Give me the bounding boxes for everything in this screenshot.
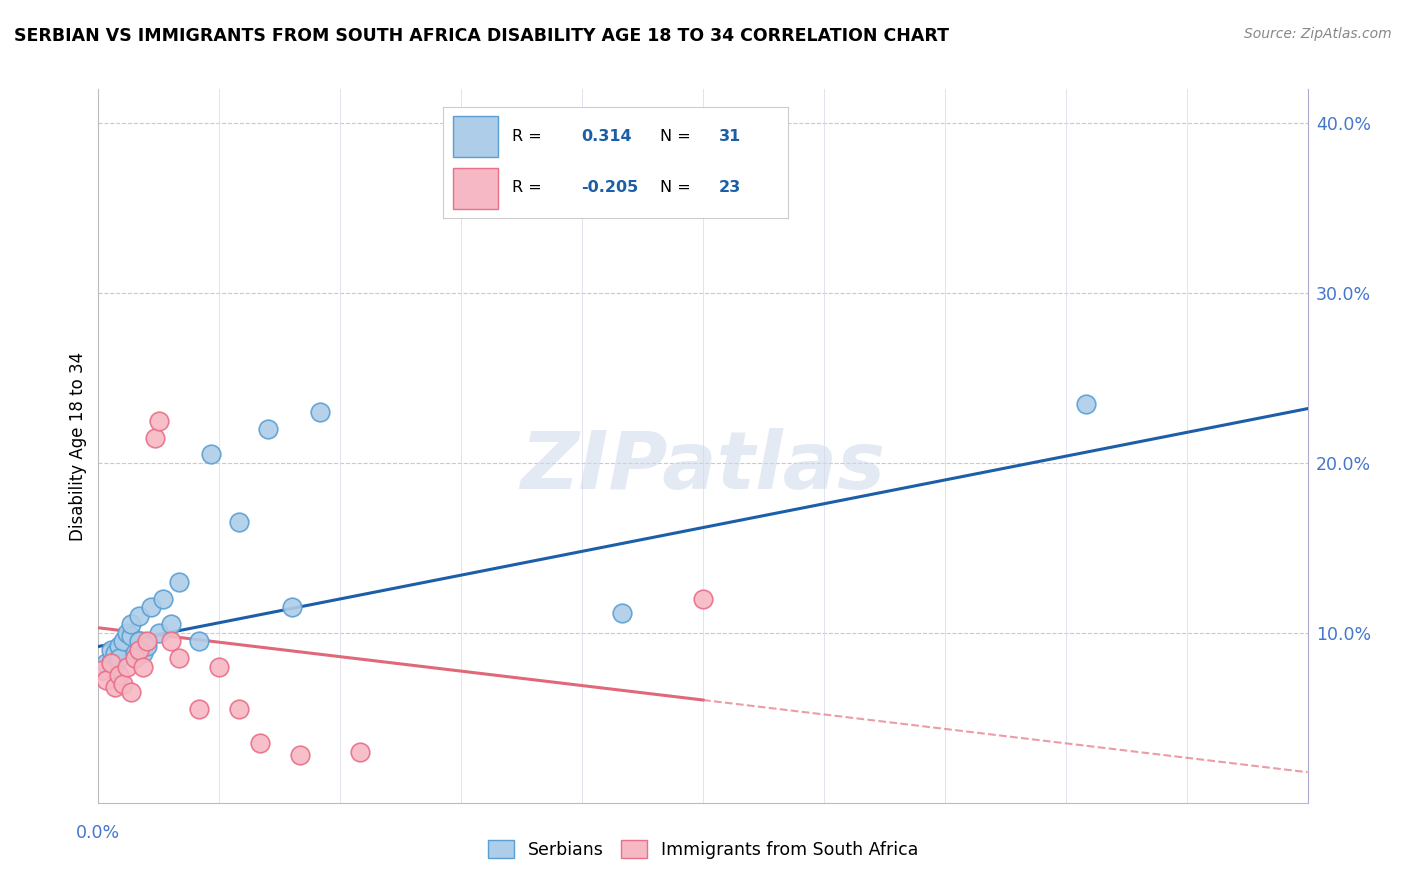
Point [281,600,304,615]
Text: SERBIAN VS IMMIGRANTS FROM SOUTH AFRICA DISABILITY AGE 18 TO 34 CORRELATION CHAR: SERBIAN VS IMMIGRANTS FROM SOUTH AFRICA … [14,27,949,45]
Point [103,646,125,660]
Point [120,685,142,699]
Point [148,626,170,640]
Point [128,608,150,623]
Text: Source: ZipAtlas.com: Source: ZipAtlas.com [1244,27,1392,41]
Point [132,660,155,674]
Point [188,702,211,716]
Point [132,646,155,660]
Point [249,736,271,750]
Point [139,600,162,615]
Point [167,574,190,589]
Point [124,646,146,660]
Point [111,634,134,648]
Point [128,643,150,657]
Point [103,660,125,674]
Point [107,668,129,682]
Y-axis label: Disability Age 18 to 34: Disability Age 18 to 34 [69,351,87,541]
Point [120,617,142,632]
Point [100,655,122,669]
Point [135,634,157,648]
Point [256,422,278,436]
Point [692,591,714,606]
Point [120,629,142,643]
Point [107,651,129,665]
Point [208,660,231,674]
Point [91,663,114,677]
Point [100,643,122,657]
Text: ZIPatlas: ZIPatlas [520,428,886,507]
Point [309,405,332,419]
Point [288,748,311,763]
Point [349,745,371,759]
Point [128,634,150,648]
Point [96,657,118,671]
Point [200,448,222,462]
Point [107,640,129,654]
Point [96,673,118,688]
Point [612,606,634,620]
Point [160,617,183,632]
Point [115,626,138,640]
Point [733,133,755,147]
Point [167,651,190,665]
Text: 0.0%: 0.0% [76,824,121,842]
Point [115,660,138,674]
Point [152,591,174,606]
Point [228,702,250,716]
Point [188,634,211,648]
Point [124,651,146,665]
Point [111,677,134,691]
Point [103,680,125,694]
Point [135,640,157,654]
Point [1074,396,1097,410]
Point [143,430,166,444]
Point [91,663,114,677]
Point [148,413,170,427]
Legend: Serbians, Immigrants from South Africa: Serbians, Immigrants from South Africa [481,833,925,865]
Point [100,657,122,671]
Point [160,634,183,648]
Point [228,516,250,530]
